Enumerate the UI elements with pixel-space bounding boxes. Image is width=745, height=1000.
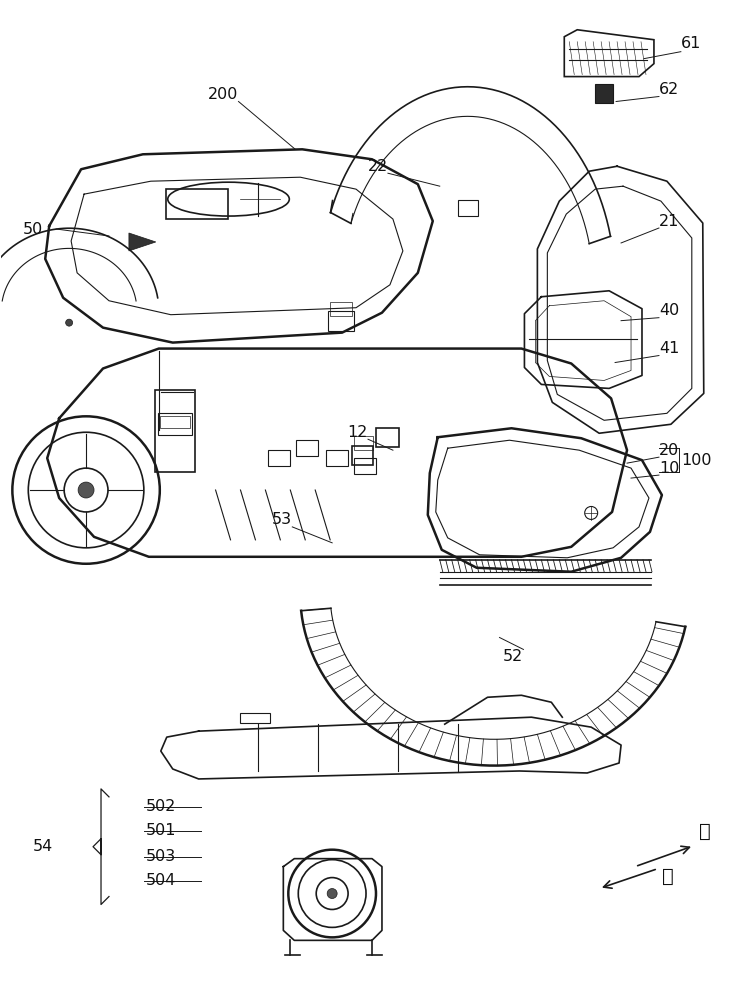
Circle shape [327,889,337,899]
Text: 21: 21 [659,214,679,229]
Bar [457,200,478,216]
Bar [155,390,194,472]
Text: 左: 左 [662,867,673,886]
Bar [326,450,348,466]
Bar [376,428,399,447]
Polygon shape [129,233,156,251]
Bar [354,458,376,474]
Bar [595,84,613,103]
Text: 右: 右 [699,822,711,841]
Text: 22: 22 [368,159,388,174]
Bar [354,436,373,450]
Bar [352,446,373,465]
Bar [166,189,227,219]
Text: 503: 503 [146,849,176,864]
Text: 54: 54 [33,839,54,854]
Text: 61: 61 [681,36,701,51]
Text: 502: 502 [146,799,177,814]
Text: 10: 10 [659,461,679,476]
Text: 12: 12 [348,425,368,440]
Circle shape [66,319,72,326]
Text: 62: 62 [659,82,679,97]
Bar [268,450,291,466]
Bar [159,416,190,428]
Text: 53: 53 [272,512,292,527]
Text: 100: 100 [681,453,711,468]
Text: 52: 52 [503,649,524,664]
Bar [328,311,354,331]
Text: 20: 20 [659,443,679,458]
Text: 200: 200 [208,87,238,102]
Text: 504: 504 [146,873,177,888]
Bar [297,440,318,456]
Bar [330,302,352,316]
Text: 41: 41 [659,341,679,356]
Bar [241,713,270,723]
Text: 40: 40 [659,303,679,318]
Text: 501: 501 [146,823,177,838]
Circle shape [78,482,94,498]
Text: 50: 50 [23,222,43,237]
Bar [158,413,191,435]
